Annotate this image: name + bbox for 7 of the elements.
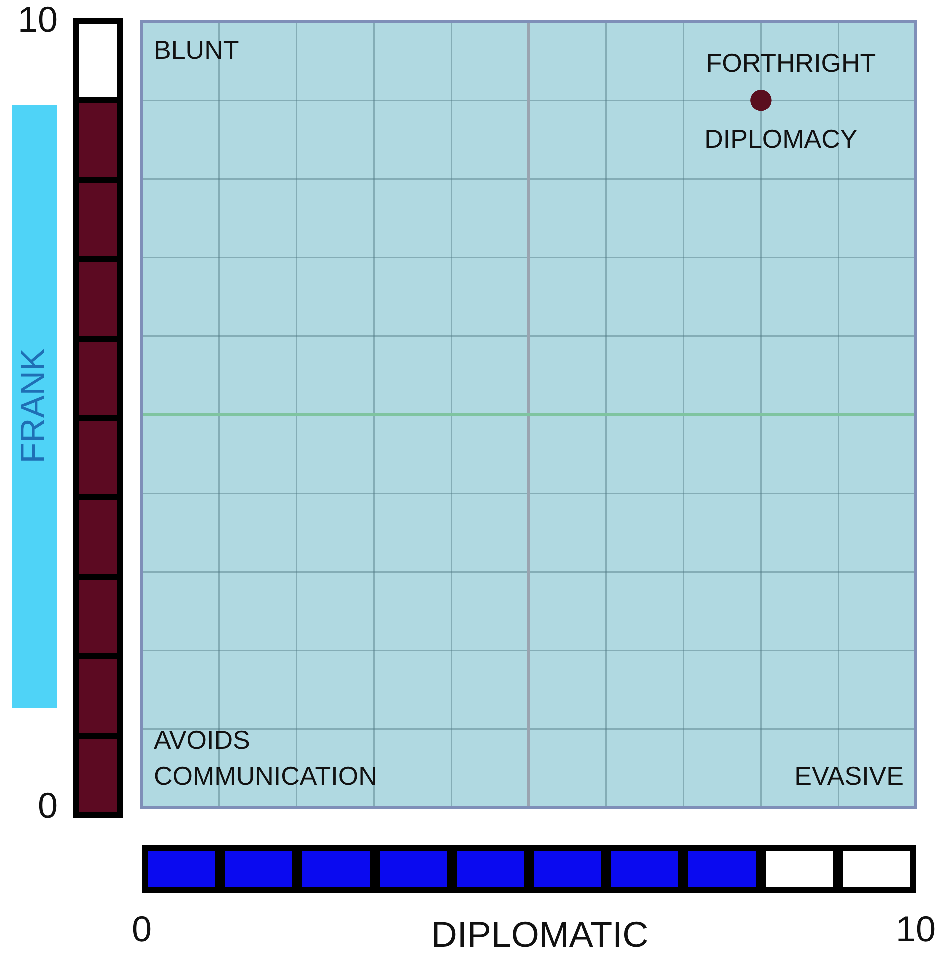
x-axis-title: DIPLOMATIC [431,914,649,954]
annotation: DIPLOMACY [704,124,858,154]
annotation: EVASIVE [794,761,904,792]
annotation: FORTHRIGHT [706,48,876,78]
annotation: BLUNT [154,35,240,66]
annotation: AVOIDS COMMUNICATION [154,725,378,792]
y-axis-title: FRANK [14,348,54,464]
